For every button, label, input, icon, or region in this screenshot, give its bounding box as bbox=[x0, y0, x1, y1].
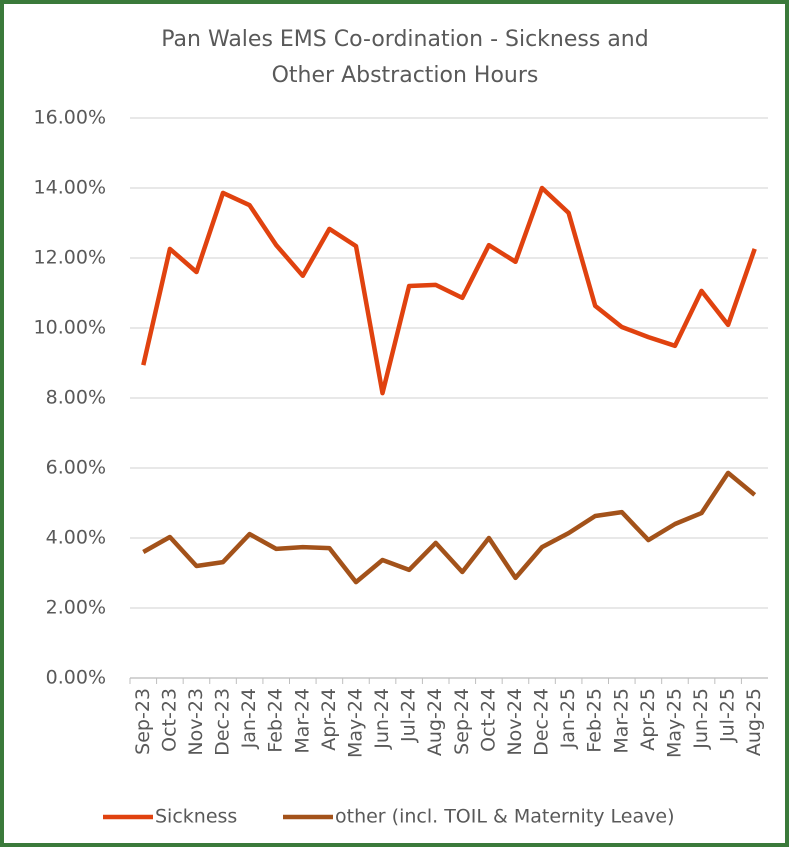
x-tick-label: Feb-25 bbox=[584, 688, 606, 753]
x-tick-label: Mar-25 bbox=[610, 688, 632, 754]
y-tick-label: 14.00% bbox=[34, 177, 106, 199]
y-tick-label: 2.00% bbox=[46, 597, 106, 619]
x-tick-label: Aug-25 bbox=[743, 688, 765, 756]
x-tick-label: Nov-23 bbox=[185, 688, 207, 756]
x-tick-label: Dec-23 bbox=[212, 688, 234, 756]
x-tick-label: Feb-24 bbox=[265, 688, 287, 753]
y-tick-label: 10.00% bbox=[34, 317, 106, 339]
x-tick-label: Sep-23 bbox=[132, 688, 154, 755]
y-tick-label: 12.00% bbox=[34, 247, 106, 269]
y-tick-label: 4.00% bbox=[46, 527, 106, 549]
chart-title: Other Abstraction Hours bbox=[272, 63, 539, 88]
x-tick-label: May-25 bbox=[663, 688, 685, 758]
x-tick-label: Oct-23 bbox=[158, 688, 180, 752]
x-tick-label: Jun-24 bbox=[371, 688, 393, 750]
x-tick-label: Jul-24 bbox=[398, 688, 420, 743]
x-tick-label: Dec-24 bbox=[531, 688, 553, 756]
y-tick-label: 6.00% bbox=[46, 457, 106, 479]
x-tick-label: Jan-25 bbox=[557, 688, 579, 749]
series-line bbox=[142, 470, 757, 585]
y-tick-label: 0.00% bbox=[46, 667, 106, 689]
chart-title: Pan Wales EMS Co-ordination - Sickness a… bbox=[161, 27, 648, 52]
series-line bbox=[141, 185, 757, 396]
x-tick-label: Mar-24 bbox=[291, 688, 313, 754]
x-tick-label: May-24 bbox=[344, 688, 366, 758]
x-tick-label: Apr-24 bbox=[318, 688, 340, 751]
x-tick-label: Apr-25 bbox=[637, 688, 659, 751]
x-tick-label: Nov-24 bbox=[504, 688, 526, 756]
y-tick-label: 8.00% bbox=[46, 387, 106, 409]
x-tick-label: Jun-25 bbox=[690, 688, 712, 750]
y-tick-label: 16.00% bbox=[34, 107, 106, 129]
x-tick-label: Jan-24 bbox=[238, 688, 260, 749]
legend-label: Sickness bbox=[155, 806, 237, 828]
x-tick-label: Sep-24 bbox=[451, 688, 473, 755]
legend-label: other (incl. TOIL & Maternity Leave) bbox=[335, 806, 674, 828]
x-tick-label: Oct-24 bbox=[477, 688, 499, 752]
x-tick-label: Aug-24 bbox=[424, 688, 446, 756]
x-tick-label: Jul-25 bbox=[717, 688, 739, 743]
